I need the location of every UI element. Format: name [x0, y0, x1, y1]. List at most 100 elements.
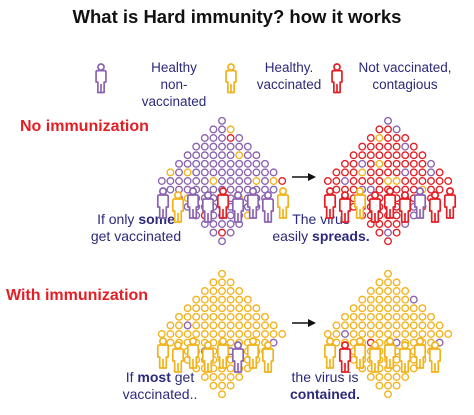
crowd-left-no-immunization — [157, 116, 287, 246]
crowd-dot — [384, 278, 392, 287]
caption-some-vaccinated: If only some get vaccinated — [90, 211, 182, 244]
crowd-dot — [375, 134, 384, 142]
crowd-dot — [418, 312, 427, 321]
crowd-dot — [392, 177, 401, 185]
crowd-dot — [252, 168, 261, 177]
crowd-dot — [392, 312, 401, 321]
crowd-dot — [349, 304, 358, 313]
crowd-dot — [375, 151, 384, 160]
person-icon — [231, 191, 245, 223]
crowd-dot — [392, 295, 401, 304]
caption-virus-spreads: The virus easily spreads. — [272, 211, 370, 244]
crowd-dot — [401, 312, 410, 321]
legend-label-not-vaccinated: Not vaccinated, contagious — [344, 59, 466, 93]
crowd-dot — [392, 364, 401, 373]
crowd-dot — [341, 159, 349, 168]
crowd-dot — [418, 151, 427, 160]
crowd-dot — [235, 168, 244, 177]
crowd-dot — [226, 338, 235, 347]
crowd-dot — [209, 151, 218, 160]
crowd-dot — [401, 177, 410, 185]
crowd-dot — [427, 177, 435, 185]
crowd-dot — [384, 134, 392, 142]
person-icon — [383, 187, 397, 219]
crowd-dot — [366, 134, 375, 142]
crowd-dot — [226, 381, 235, 390]
crowd-dot — [392, 278, 401, 287]
crowd-dot — [261, 321, 269, 330]
crowd-dot — [218, 125, 226, 134]
crowd-dot — [235, 321, 244, 330]
legend-label-healthy-non-vaccinated: Healthy non- vaccinated — [118, 59, 230, 110]
crowd-dot — [192, 168, 201, 177]
crowd-dot — [358, 321, 367, 330]
person-icon — [156, 337, 170, 369]
person-icon — [171, 191, 185, 223]
crowd-dot — [200, 168, 209, 177]
crowd-dot — [235, 330, 244, 338]
crowd-dot — [200, 295, 209, 304]
crowd-dot — [235, 287, 244, 295]
crowd-dot — [269, 330, 278, 338]
crowd-dot — [218, 177, 226, 185]
crowd-dot — [341, 321, 349, 330]
crowd-dot — [409, 159, 418, 168]
crowd-dot — [349, 168, 358, 177]
person-icon — [201, 191, 215, 223]
caption-virus-contained: the virus is contained. — [289, 369, 360, 402]
crowd-dot — [252, 177, 261, 185]
crowd-dot — [218, 269, 226, 278]
crowd-dot — [252, 321, 261, 330]
crowd-dot — [192, 151, 201, 160]
person-icon — [428, 341, 442, 373]
person-icon — [323, 187, 337, 219]
crowd-dot — [366, 373, 375, 381]
crowd-dot — [200, 321, 209, 330]
person-icon — [171, 341, 185, 373]
heading-with-immunization: With immunization — [6, 287, 149, 304]
crowd-dot — [243, 295, 252, 304]
crowd-dot — [200, 134, 209, 142]
crowd-dot — [166, 177, 175, 185]
crowd-dot — [375, 287, 384, 295]
crowd-dot — [278, 177, 287, 185]
crowd-dot — [209, 295, 218, 304]
crowd-dot — [209, 185, 218, 194]
heading-no-immunization: No immunization — [20, 118, 149, 135]
person-icon — [443, 187, 457, 219]
crowd-dot — [375, 177, 384, 185]
crowd-dot — [235, 142, 244, 151]
crowd-dot — [235, 312, 244, 321]
crowd-dot — [209, 304, 218, 313]
crowd-dot — [392, 373, 401, 381]
crowd-dot — [243, 151, 252, 160]
crowd-dot — [358, 295, 367, 304]
crowd-dot — [192, 142, 201, 151]
crowd-dot — [261, 177, 269, 185]
crowd-dot — [341, 168, 349, 177]
crowd-dot — [243, 321, 252, 330]
crowd-dot — [401, 321, 410, 330]
crowd-dot — [332, 330, 341, 338]
crowd-dot — [366, 220, 375, 228]
crowd-dot — [401, 295, 410, 304]
crowd-dot — [183, 304, 192, 313]
crowd-dot — [418, 321, 427, 330]
crowd-dot — [278, 330, 287, 338]
crowd-dot — [269, 185, 278, 194]
crowd-dot — [392, 228, 401, 237]
crowd-dot — [384, 390, 392, 399]
crowd-dot — [166, 321, 175, 330]
crowd-dot — [252, 151, 261, 160]
person-icon — [216, 187, 230, 219]
crowd-dot — [183, 159, 192, 168]
crowd-dot — [401, 287, 410, 295]
crowd-dot — [392, 168, 401, 177]
crowd-dot — [226, 278, 235, 287]
crowd-dot — [401, 373, 410, 381]
crowd-dot — [435, 168, 444, 177]
person-icon — [201, 341, 215, 373]
crowd-dot — [218, 321, 226, 330]
crowd-dot — [392, 304, 401, 313]
person-icon — [261, 341, 275, 373]
